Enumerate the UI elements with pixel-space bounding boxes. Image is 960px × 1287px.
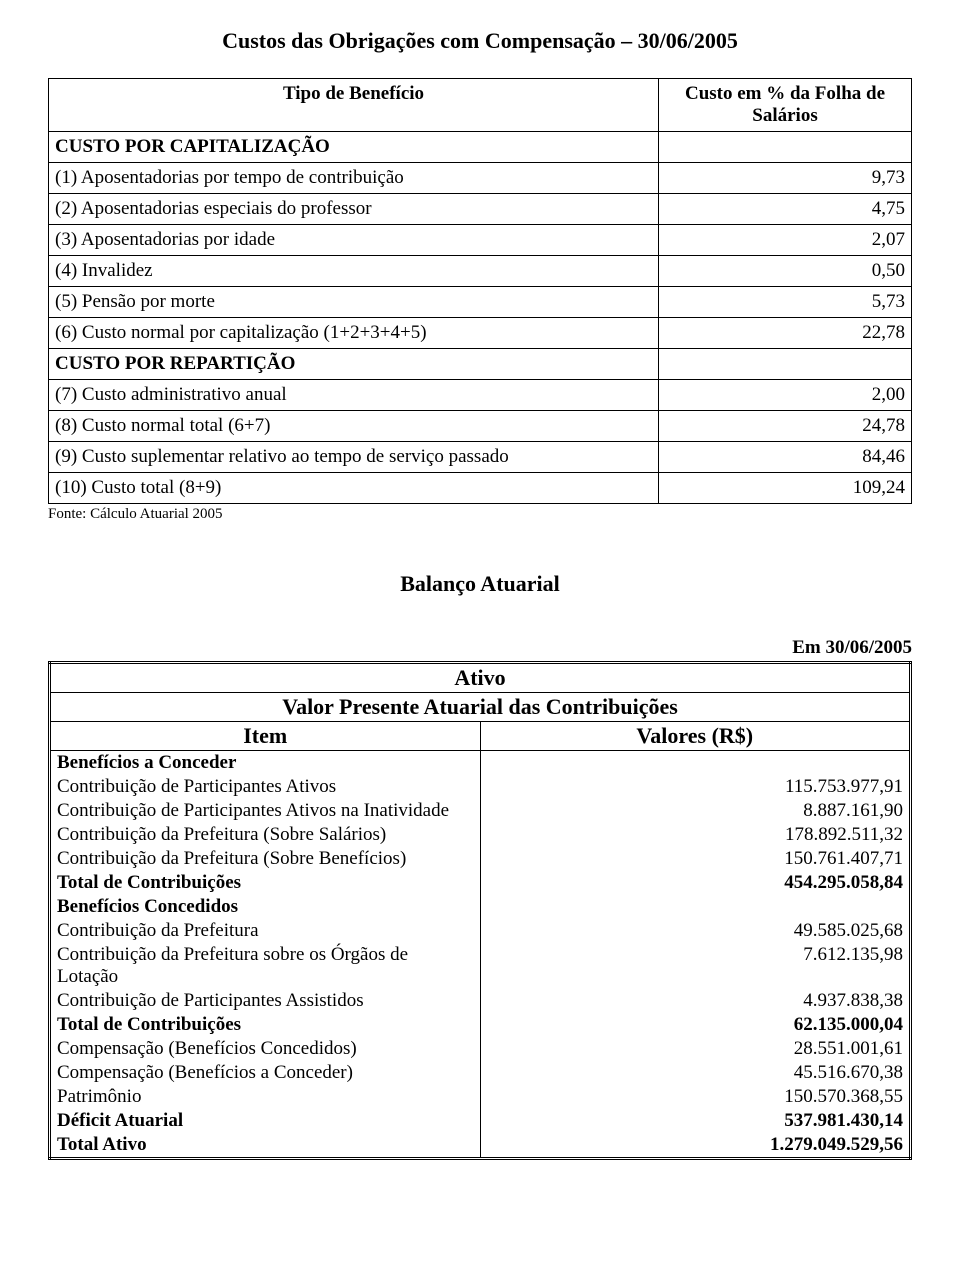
cell-empty [480,895,911,919]
row-value: 109,24 [659,473,912,504]
row-value: 2,07 [659,225,912,256]
row-label: Contribuição da Prefeitura sobre os Órgã… [50,943,481,989]
total-contribuicoes-conceder: Total de Contribuições [50,871,481,895]
row-label: Contribuição da Prefeitura [50,919,481,943]
row-value: 5,73 [659,287,912,318]
deficit-atuarial-value: 537.981.430,14 [480,1109,911,1133]
col-item: Item [50,722,481,751]
row-label: Contribuição da Prefeitura (Sobre Benefí… [50,847,481,871]
row-label: Contribuição de Participantes Ativos [50,775,481,799]
row-label: (2) Aposentadorias especiais do professo… [49,194,659,225]
row-label: (4) Invalidez [49,256,659,287]
row-label: (5) Pensão por morte [49,287,659,318]
row-value: 8.887.161,90 [480,799,911,823]
col-header-tipo: Tipo de Benefício [49,79,659,132]
row-value: 4,75 [659,194,912,225]
row-value: 4.937.838,38 [480,989,911,1013]
row-label: Contribuição de Participantes Ativos na … [50,799,481,823]
source-note: Fonte: Cálculo Atuarial 2005 [48,506,912,523]
balanco-table: Ativo Valor Presente Atuarial das Contri… [48,661,912,1160]
row-value: 24,78 [659,411,912,442]
row-value: 150.761.407,71 [480,847,911,871]
row-value: 2,00 [659,380,912,411]
header-valor-presente: Valor Presente Atuarial das Contribuiçõe… [50,693,911,722]
row-value: 28.551.001,61 [480,1037,911,1061]
row-label: (6) Custo normal por capitalização (1+2+… [49,318,659,349]
cell-empty [480,751,911,776]
row-label: Patrimônio [50,1085,481,1109]
row-value: 150.570.368,55 [480,1085,911,1109]
row-value: 115.753.977,91 [480,775,911,799]
total-contribuicoes-concedidos: Total de Contribuições [50,1013,481,1037]
row-label: Compensação (Benefícios a Conceder) [50,1061,481,1085]
section-capitalizacao: CUSTO POR CAPITALIZAÇÃO [49,132,659,163]
row-label: (3) Aposentadorias por idade [49,225,659,256]
row-value: 7.612.135,98 [480,943,911,989]
row-value: 0,50 [659,256,912,287]
row-label: Contribuição da Prefeitura (Sobre Salári… [50,823,481,847]
row-value: 178.892.511,32 [480,823,911,847]
total-ativo-value: 1.279.049.529,56 [480,1133,911,1159]
row-value: 45.516.670,38 [480,1061,911,1085]
section-title-balanco: Balanço Atuarial [48,571,912,597]
row-label: Contribuição de Participantes Assistidos [50,989,481,1013]
row-value: 22,78 [659,318,912,349]
row-label: (10) Custo total (8+9) [49,473,659,504]
section-beneficios-concedidos: Benefícios Concedidos [50,895,481,919]
col-valores: Valores (R$) [480,722,911,751]
row-label: Compensação (Benefícios Concedidos) [50,1037,481,1061]
row-label: (1) Aposentadorias por tempo de contribu… [49,163,659,194]
col-header-custo: Custo em % da Folha de Salários [659,79,912,132]
custos-table: Tipo de Benefício Custo em % da Folha de… [48,78,912,504]
date-label: Em 30/06/2005 [48,637,912,659]
total-value: 454.295.058,84 [480,871,911,895]
page-title: Custos das Obrigações com Compensação – … [48,28,912,54]
cell-empty [659,132,912,163]
total-ativo-label: Total Ativo [50,1133,481,1159]
row-value: 49.585.025,68 [480,919,911,943]
row-value: 84,46 [659,442,912,473]
row-label: (7) Custo administrativo anual [49,380,659,411]
deficit-atuarial-label: Déficit Atuarial [50,1109,481,1133]
total-value: 62.135.000,04 [480,1013,911,1037]
cell-empty [659,349,912,380]
header-ativo: Ativo [50,663,911,693]
row-value: 9,73 [659,163,912,194]
row-label: (8) Custo normal total (6+7) [49,411,659,442]
section-beneficios-conceder: Benefícios a Conceder [50,751,481,776]
section-reparticao: CUSTO POR REPARTIÇÃO [49,349,659,380]
row-label: (9) Custo suplementar relativo ao tempo … [49,442,659,473]
